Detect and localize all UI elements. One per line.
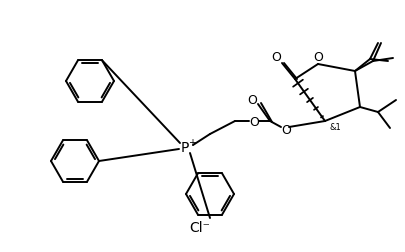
Text: O: O [281,123,291,136]
Text: &1: &1 [329,122,341,131]
Text: O: O [271,50,281,63]
Text: O: O [313,50,323,63]
Text: Cl⁻: Cl⁻ [190,220,211,234]
Text: P: P [181,140,189,154]
Text: O: O [247,93,257,106]
Text: O: O [249,115,259,128]
Text: +: + [188,137,196,147]
